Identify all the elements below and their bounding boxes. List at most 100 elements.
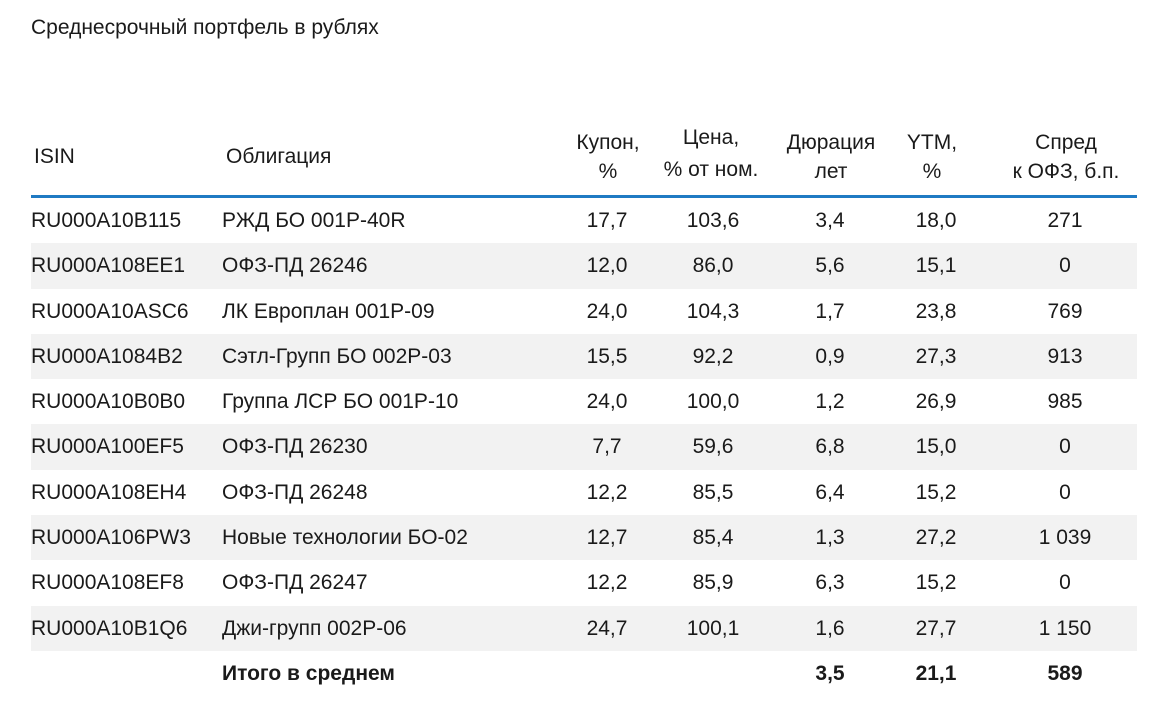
- cell-ytm: 23,8: [915, 299, 957, 323]
- column-header-isin: ISIN: [34, 145, 75, 168]
- cell-bond: ОФЗ-ПД 26247: [222, 571, 368, 595]
- cell-duration: 6,4: [815, 480, 845, 504]
- cell-bond: ЛК Европлан 001Р-09: [222, 299, 435, 323]
- table-row: RU000A10B115 РЖД БО 001P-40R 17,7 103,6 3,4 1…: [31, 198, 1137, 243]
- cell-spread: 0: [1059, 571, 1071, 595]
- cell-isin: RU000A108EH4: [31, 480, 187, 504]
- cell-isin: RU000A106PW3: [31, 526, 191, 550]
- cell-price: 85,9: [692, 571, 734, 595]
- cell-spread: 1 039: [1038, 526, 1092, 550]
- cell-price: 85,5: [692, 480, 734, 504]
- cell-isin: RU000A10B1Q6: [31, 616, 188, 640]
- column-header-spread: Спред к ОФЗ, б.п.: [981, 128, 1151, 186]
- cell-ytm: 15,1: [915, 254, 957, 278]
- cell-coupon: 7,7: [592, 435, 622, 459]
- cell-duration: 1,7: [815, 299, 845, 323]
- cell-ytm: 27,3: [915, 344, 957, 368]
- cell-bond: ОФЗ-ПД 26246: [222, 254, 368, 278]
- cell-coupon: 24,0: [586, 390, 628, 414]
- cell-isin: RU000A1084B2: [31, 344, 183, 368]
- cell-spread: 271: [1047, 209, 1083, 232]
- table-row: RU000A10B0B0 Группа ЛСР БО 001Р-10 24,0 100…: [31, 379, 1137, 424]
- total-duration: 3,5: [815, 661, 845, 685]
- column-header-bond: Облигация: [226, 145, 332, 168]
- table-row: RU000A108EE1 ОФЗ-ПД 26246 12,0 86,0 5,6 15,1 0: [31, 243, 1137, 289]
- column-header-price: Цена, % от ном.: [646, 123, 776, 184]
- cell-bond: ОФЗ-ПД 26230: [222, 435, 368, 459]
- cell-duration: 6,8: [815, 435, 845, 459]
- column-header-coupon: Купон, %: [563, 128, 653, 186]
- column-header-price-line2: % от ном.: [663, 158, 759, 181]
- portfolio-table: ISIN Облигация Купон, % Цена, % от ном. …: [31, 118, 1137, 697]
- column-header-duration-line1: Дюрация: [786, 131, 876, 154]
- cell-spread: 1 150: [1038, 616, 1092, 640]
- cell-coupon: 12,2: [586, 571, 628, 595]
- cell-bond: РЖД БО 001P-40R: [222, 209, 406, 232]
- table-row: RU000A100EF5 ОФЗ-ПД 26230 7,7 59,6 6,8 15,0 0: [31, 424, 1137, 470]
- column-header-spread-line1: Спред: [1035, 131, 1097, 154]
- column-header-spread-line2: к ОФЗ, б.п.: [1012, 160, 1120, 183]
- total-label: Итого в среднем: [222, 661, 395, 685]
- cell-coupon: 12,7: [586, 526, 628, 550]
- cell-bond: Сэтл-Групп БО 002Р-03: [222, 344, 452, 368]
- cell-bond: Новые технологии БО-02: [222, 526, 468, 550]
- cell-ytm: 18,0: [915, 209, 957, 232]
- cell-spread: 0: [1059, 254, 1071, 278]
- cell-isin: RU000A100EF5: [31, 435, 184, 459]
- cell-duration: 3,4: [815, 209, 845, 232]
- cell-spread: 0: [1059, 435, 1071, 459]
- total-spread: 589: [1047, 661, 1083, 685]
- cell-duration: 1,6: [815, 616, 845, 640]
- cell-spread: 985: [1047, 390, 1083, 414]
- cell-isin: RU000A10B115: [31, 209, 182, 232]
- table-body: RU000A10B115 РЖД БО 001P-40R 17,7 103,6 3,4 1…: [31, 198, 1137, 651]
- cell-ytm: 26,9: [915, 390, 957, 414]
- cell-ytm: 15,2: [915, 571, 957, 595]
- column-header-coupon-line1: Купон,: [576, 131, 640, 154]
- cell-price: 85,4: [692, 526, 734, 550]
- cell-spread: 913: [1047, 344, 1083, 368]
- cell-isin: RU000A108EE1: [31, 254, 186, 278]
- cell-price: 100,1: [686, 616, 740, 640]
- cell-bond: Группа ЛСР БО 001Р-10: [222, 390, 459, 414]
- cell-coupon: 24,0: [586, 299, 628, 323]
- column-header-duration: Дюрация лет: [768, 128, 894, 186]
- column-header-price-line1: Цена,: [682, 126, 740, 149]
- cell-price: 100,0: [686, 390, 740, 414]
- table-row: RU000A106PW3 Новые технологии БО-02 12,7 85…: [31, 515, 1137, 561]
- page-title: Среднесрочный портфель в рублях: [31, 16, 379, 39]
- cell-coupon: 12,0: [586, 254, 628, 278]
- column-header-coupon-line2: %: [598, 160, 618, 183]
- cell-duration: 0,9: [815, 344, 845, 368]
- cell-price: 92,2: [692, 344, 734, 368]
- column-header-ytm-line2: %: [922, 160, 942, 183]
- table-row: RU000A108EH4 ОФЗ-ПД 26248 12,2 85,5 6,4 15,2 0: [31, 470, 1137, 515]
- column-header-duration-line2: лет: [814, 160, 848, 183]
- cell-ytm: 27,2: [915, 526, 957, 550]
- cell-price: 104,3: [686, 299, 740, 323]
- table-row: RU000A1084B2 Сэтл-Групп БО 002Р-03 15,5 92,…: [31, 333, 1137, 380]
- table-row: RU000A10ASC6 ЛК Европлан 001Р-09 24,0 104,3…: [31, 289, 1137, 334]
- table-header: ISIN Облигация Купон, % Цена, % от ном. …: [31, 118, 1137, 198]
- cell-coupon: 12,2: [586, 480, 628, 504]
- cell-coupon: 17,7: [586, 209, 628, 232]
- cell-ytm: 15,2: [915, 480, 957, 504]
- cell-bond: Джи-групп 002Р-06: [222, 616, 407, 640]
- cell-price: 103,6: [686, 209, 740, 232]
- cell-price: 59,6: [692, 435, 734, 459]
- total-ytm: 21,1: [915, 661, 957, 685]
- cell-isin: RU000A108EF8: [31, 571, 184, 595]
- cell-ytm: 15,0: [915, 435, 957, 459]
- cell-duration: 5,6: [815, 254, 845, 278]
- cell-coupon: 24,7: [586, 616, 628, 640]
- cell-spread: 0: [1059, 480, 1071, 504]
- table-row: RU000A108EF8 ОФЗ-ПД 26247 12,2 85,9 6,3 15,2 0: [31, 560, 1137, 605]
- column-header-ytm-line1: YTM,: [906, 131, 958, 154]
- cell-duration: 1,3: [815, 526, 845, 550]
- cell-spread: 769: [1047, 299, 1083, 323]
- table-row: RU000A10B1Q6 Джи-групп 002Р-06 24,7 100,1 1,…: [31, 605, 1137, 651]
- cell-ytm: 27,7: [915, 616, 957, 640]
- cell-coupon: 15,5: [586, 344, 628, 368]
- cell-duration: 1,2: [815, 390, 845, 414]
- cell-isin: RU000A10ASC6: [31, 299, 189, 323]
